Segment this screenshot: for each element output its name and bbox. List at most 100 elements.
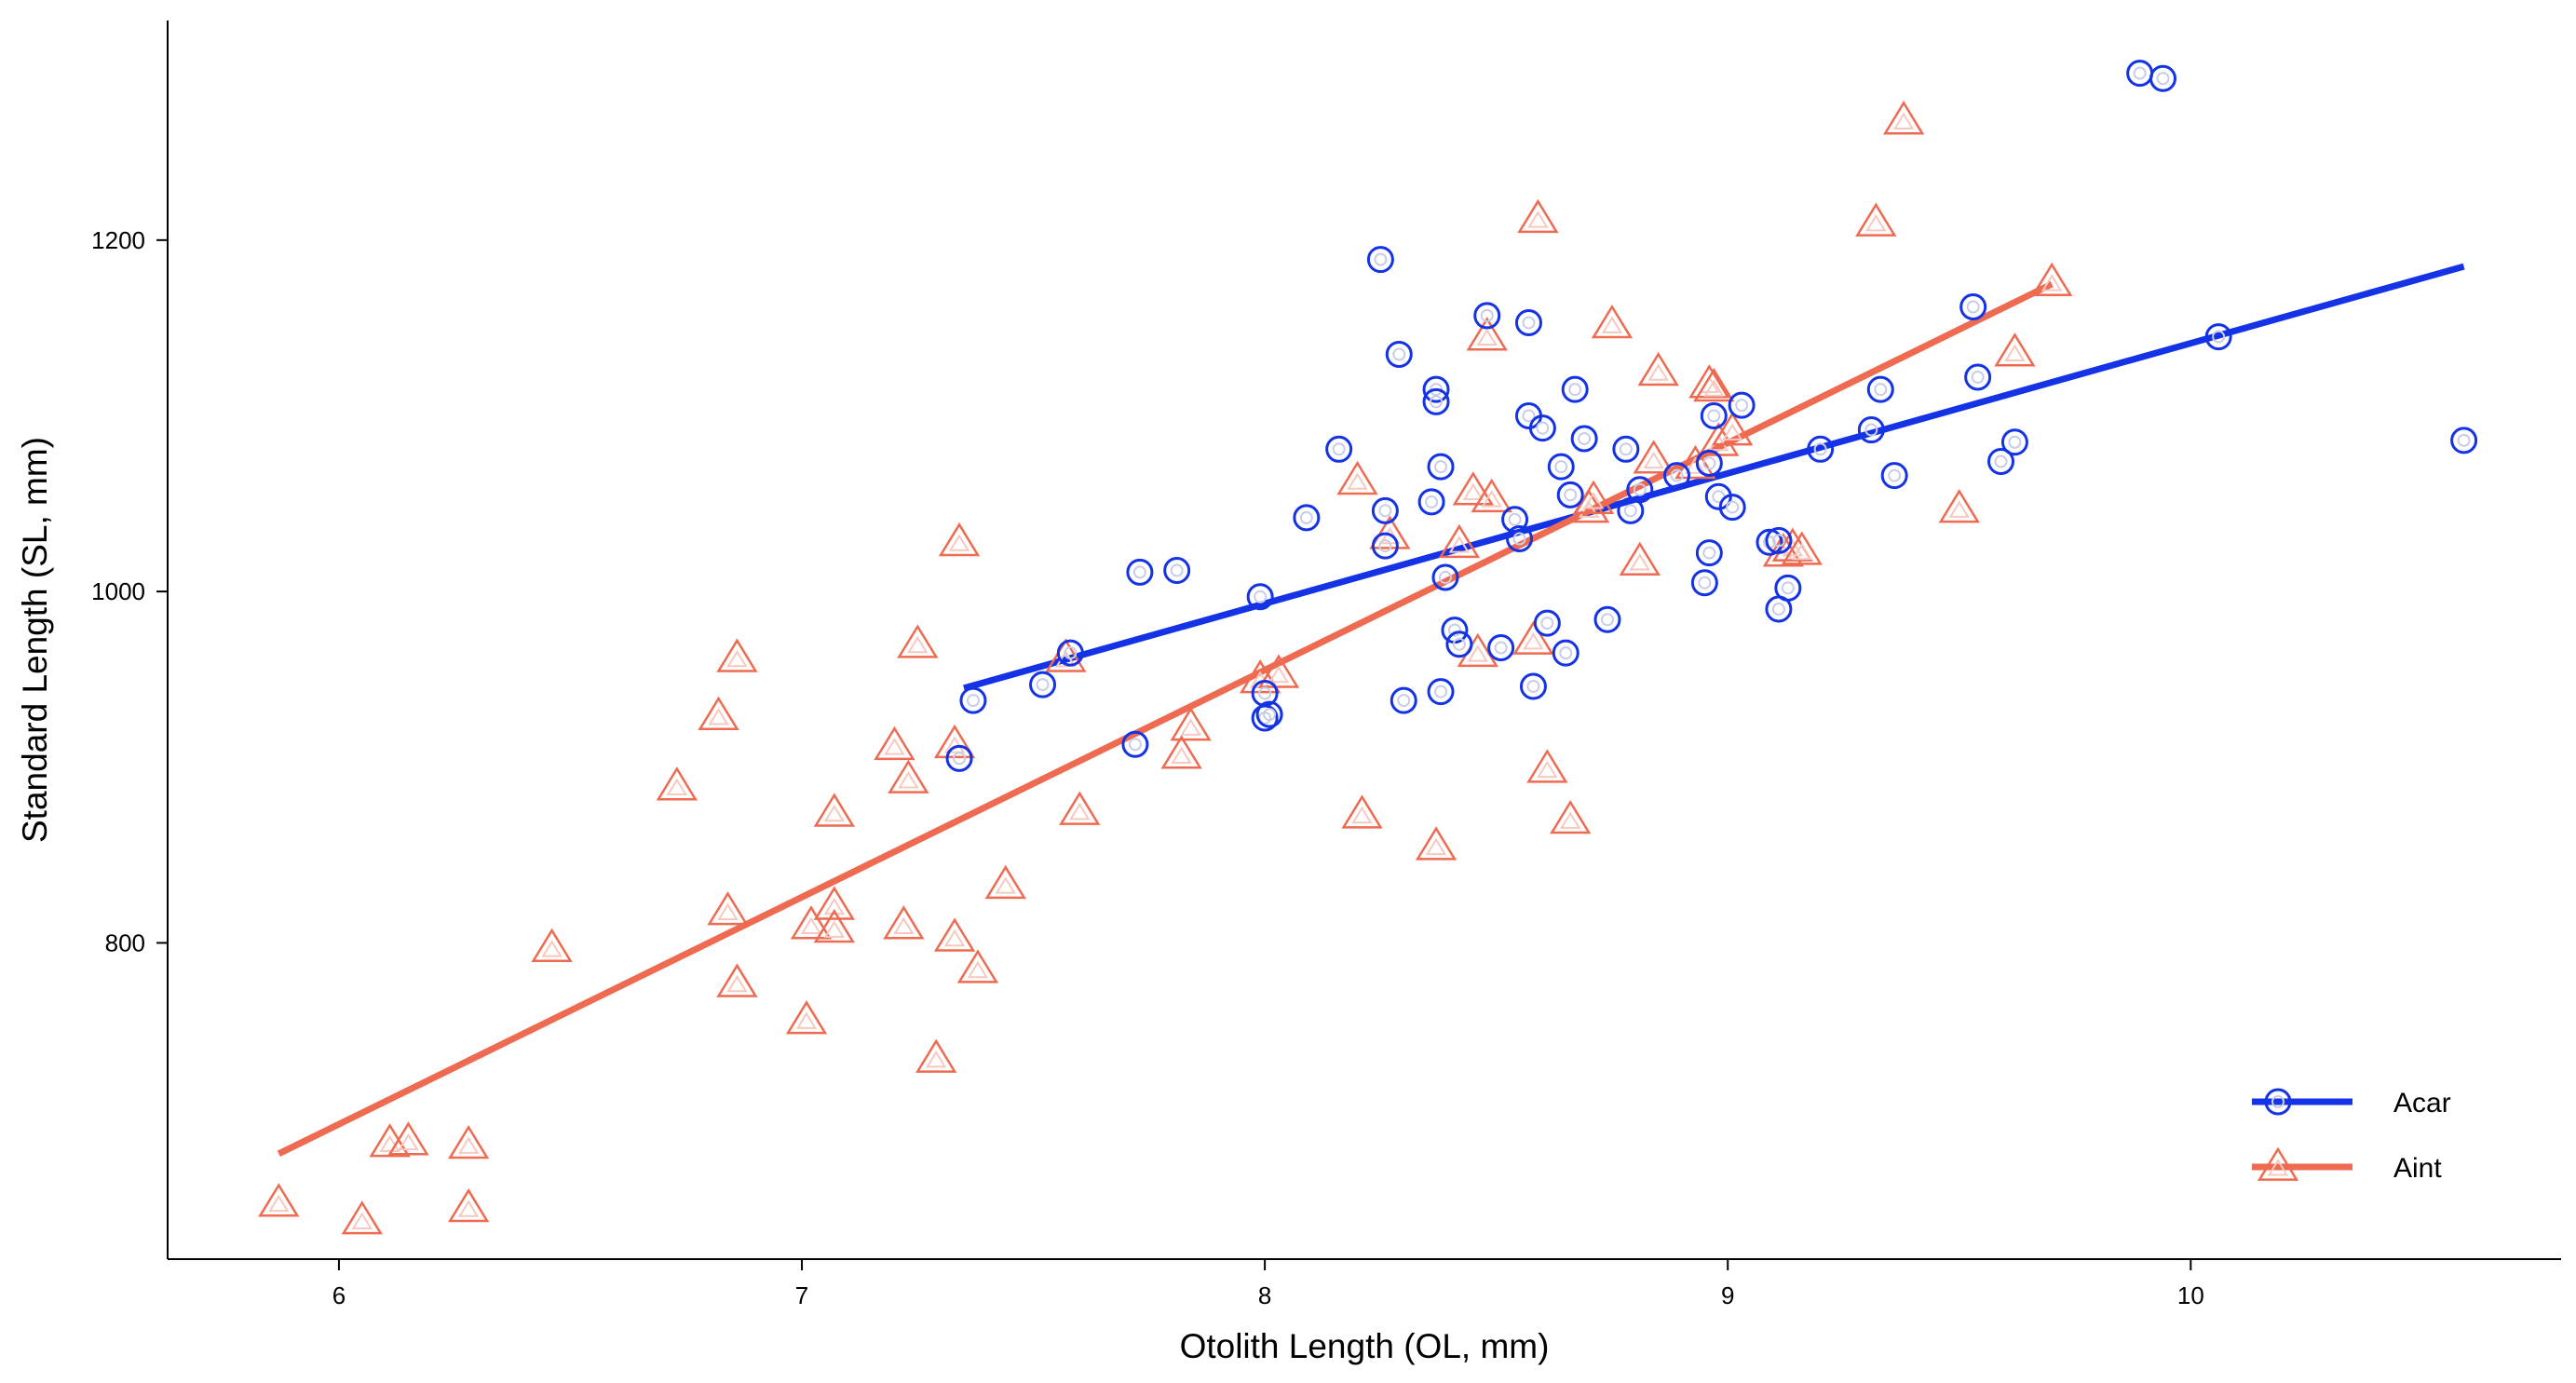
point-acar [1417,488,1445,516]
point-aint [1170,706,1212,741]
x-tick-label: 6 [332,1281,346,1309]
point-aint [1160,735,1202,769]
point-aint [1341,794,1383,829]
point-aint [1550,799,1592,834]
point-acar [1556,481,1584,508]
point-acar [1473,302,1501,330]
point-acar [1325,435,1353,463]
point-aint [707,891,749,926]
point-aint [1619,541,1661,576]
point-acar [1533,609,1561,637]
legend-label-acar: Acar [2393,1088,2451,1119]
x-tick-label: 9 [1721,1281,1734,1309]
point-acar [1593,605,1621,633]
point-aint [1938,489,1980,523]
point-acar [2450,427,2478,454]
point-aint [698,696,739,730]
point-acar [1695,539,1723,567]
point-acar [1390,686,1417,714]
point-acar [2204,323,2232,351]
point-acar [1487,633,1515,661]
point-aint [984,864,1026,900]
point-aint [813,886,855,920]
point-acar [1385,340,1413,368]
point-aint [1712,412,1754,446]
point-acar [1445,630,1473,658]
point-aint [790,905,833,940]
point-acar [1570,425,1598,453]
point-acar [1519,672,1547,700]
point-acar [1547,453,1575,481]
point-acar [1880,462,1908,490]
point-acar [1561,375,1589,403]
point-aint [447,1124,490,1159]
point-aint [1452,471,1494,506]
point-aint [656,766,698,801]
point-aint [1466,317,1508,351]
legend-item-aint: Aint [2252,1146,2442,1184]
point-acar [959,686,987,714]
point-acar [1056,639,1084,667]
legend: Acar Aint [2252,1088,2451,1184]
point-aint [933,724,976,759]
legend-marker-aint [2257,1146,2299,1181]
point-aint [1059,791,1101,825]
point-aint [341,1200,383,1235]
point-acar [1126,558,1154,586]
legend-marker-acar [2264,1088,2292,1116]
point-aint [1994,332,2036,367]
point-aint [888,759,929,793]
point-acar [1422,375,1450,403]
point-acar [2149,64,2176,92]
point-aint [1438,523,1481,559]
x-tick-label: 7 [795,1281,808,1309]
point-aint [716,638,758,672]
point-aint [387,1121,429,1156]
point-acar [1366,246,1394,274]
axes: 6 7 8 9 10 800 1000 1200 [91,20,2561,1309]
point-aint [813,793,855,827]
data-points [258,60,2478,1235]
point-acar [1255,700,1283,728]
point-acar [1866,375,1894,403]
point-acar [1718,494,1746,522]
point-acar [1431,563,1459,591]
point-acar [2126,60,2154,88]
point-acar [1371,496,1399,524]
point-acar [1029,671,1057,698]
point-acar [1427,678,1455,706]
point-aint [1257,654,1300,688]
legend-label-aint: Aint [2393,1153,2442,1184]
point-aint [874,725,915,761]
point-acar [1293,504,1321,532]
point-aint [938,522,981,557]
point-acar [1251,680,1279,708]
point-acar [1427,453,1455,481]
point-aint [531,928,573,963]
point-aint [1674,444,1716,480]
point-aint [447,1187,490,1223]
point-aint [813,908,855,943]
point-aint [1512,620,1554,655]
point-acar [1700,401,1728,429]
fit-lines [277,263,2465,1157]
point-acar [1246,583,1274,611]
point-acar [1987,448,2015,476]
point-acar [1501,506,1529,534]
point-aint [1693,367,1735,402]
y-tick-label: 1000 [91,577,145,605]
point-acar [1765,526,1793,554]
y-axis-title: Standard Length (SL, mm) [16,437,54,843]
point-acar [1612,435,1640,463]
point-acar [1728,391,1756,419]
point-acar [1695,449,1723,477]
point-acar [1422,387,1450,415]
x-tick-label: 10 [2177,1281,2204,1309]
point-acar [1663,462,1691,490]
point-acar [945,744,973,772]
point-aint [1633,440,1674,474]
point-acar [1514,308,1542,336]
point-aint [1591,304,1634,339]
point-aint [1526,749,1568,783]
